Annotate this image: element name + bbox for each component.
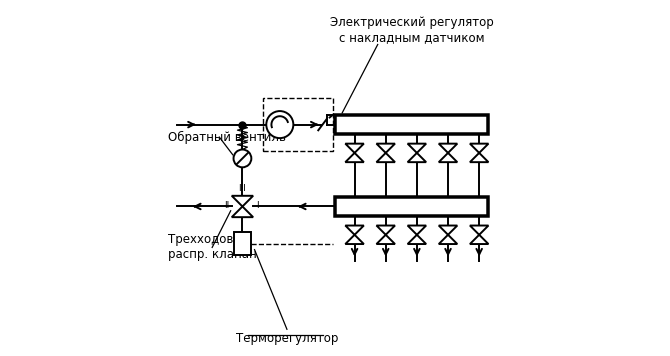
Polygon shape: [377, 235, 395, 244]
FancyBboxPatch shape: [234, 232, 251, 256]
Polygon shape: [407, 143, 426, 153]
Text: Терморегулятор: Терморегулятор: [236, 332, 338, 345]
Text: Трехходовой
распр. клапан: Трехходовой распр. клапан: [168, 234, 257, 261]
Polygon shape: [407, 226, 426, 235]
Polygon shape: [345, 226, 364, 235]
Polygon shape: [470, 143, 488, 153]
Polygon shape: [377, 143, 395, 153]
Circle shape: [234, 150, 251, 167]
Text: Электрический регулятор
с накладным датчиком: Электрический регулятор с накладным датч…: [330, 16, 493, 44]
Polygon shape: [377, 153, 395, 162]
Text: I: I: [256, 201, 259, 210]
Text: Обратный вентиль: Обратный вентиль: [168, 131, 285, 143]
Polygon shape: [439, 226, 458, 235]
Polygon shape: [377, 226, 395, 235]
Polygon shape: [470, 235, 488, 244]
FancyBboxPatch shape: [335, 197, 488, 216]
Polygon shape: [345, 235, 364, 244]
Polygon shape: [470, 153, 488, 162]
Circle shape: [266, 111, 293, 138]
Polygon shape: [232, 196, 253, 206]
Polygon shape: [439, 143, 458, 153]
Polygon shape: [232, 206, 253, 217]
Text: II: II: [224, 201, 229, 210]
Polygon shape: [407, 153, 426, 162]
FancyBboxPatch shape: [335, 115, 488, 134]
Polygon shape: [345, 153, 364, 162]
Polygon shape: [439, 235, 458, 244]
Polygon shape: [407, 235, 426, 244]
Polygon shape: [345, 143, 364, 153]
Text: III: III: [239, 184, 247, 193]
Polygon shape: [470, 226, 488, 235]
Polygon shape: [439, 153, 458, 162]
